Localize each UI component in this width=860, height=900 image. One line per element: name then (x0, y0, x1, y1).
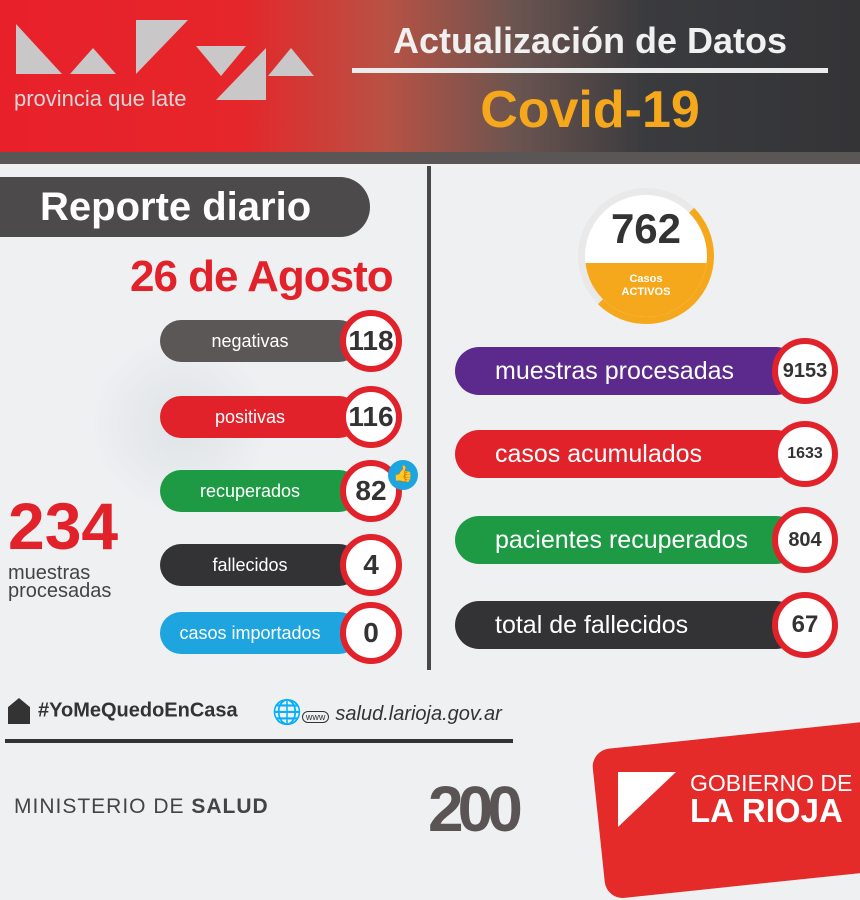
website-link[interactable]: salud.larioja.gov.ar (335, 703, 502, 725)
muestras-label: muestras procesadas (8, 562, 112, 602)
www-label: www (301, 711, 330, 723)
pill-casos-acumulados: casos acumulados (455, 430, 800, 478)
hashtag: #YoMeQuedoEnCasa (38, 699, 238, 722)
value-muestras-procesadas: 9153 (772, 338, 838, 404)
gobierno-line1: GOBIERNO DE (690, 770, 853, 796)
pill-casos-importados: casos importados (160, 612, 360, 654)
hashtag-row: #YoMeQuedoEnCasa (8, 698, 238, 724)
report-title: Reporte diario (0, 177, 370, 237)
activos-label-box: Casos ACTIVOS (585, 263, 707, 317)
bicentenario-logo: 200 (428, 773, 523, 845)
activos-label1: Casos (629, 273, 663, 285)
page-title: Actualización de Datos (392, 20, 788, 61)
report-date: 26 de Agosto (130, 252, 394, 301)
logo-subtitle: provincia que late (14, 86, 187, 111)
pill-positivas: positivas (160, 396, 360, 438)
website-row: 🌐 www salud.larioja.gov.ar (272, 698, 502, 727)
header-banner: provincia que late Actualización de Dato… (0, 0, 860, 152)
house-icon (8, 698, 30, 724)
title-divider (352, 68, 828, 73)
muestras-value: 234 (8, 489, 119, 563)
footer-divider (5, 739, 513, 743)
pill-muestras-procesadas: muestras procesadas (455, 347, 800, 395)
ministerio-bold: SALUD (191, 795, 269, 818)
value-casos-acumulados: 1633 (772, 421, 838, 487)
pill-negativas: negativas (160, 320, 360, 362)
value-casos-importados: 0 (340, 602, 402, 664)
pill-fallecidos: fallecidos (160, 544, 360, 586)
column-divider (427, 166, 431, 670)
activos-label2: ACTIVOS (621, 286, 671, 298)
pill-total-fallecidos: total de fallecidos (455, 601, 800, 649)
casos-activos-badge: 762 Casos ACTIVOS (578, 188, 714, 324)
gobierno-logo-icon (618, 772, 676, 827)
value-fallecidos: 4 (340, 534, 402, 596)
value-negativas: 118 (340, 310, 402, 372)
ministerio-label: MINISTERIO DE SALUD (14, 795, 269, 819)
value-total-fallecidos: 67 (772, 592, 838, 658)
gobierno-line2: LA RIOJA (690, 792, 843, 829)
thumbs-up-icon: 👍 (388, 460, 418, 490)
value-pacientes-recuperados: 804 (772, 507, 838, 573)
header-strip (0, 152, 860, 164)
page-subtitle: Covid-19 (480, 81, 700, 139)
value-positivas: 116 (340, 386, 402, 448)
ministerio-pre: MINISTERIO DE (14, 795, 192, 818)
pill-recuperados: recuperados (160, 470, 360, 512)
pill-pacientes-recuperados: pacientes recuperados (455, 516, 800, 564)
globe-icon: 🌐 (272, 699, 302, 726)
activos-value: 762 (610, 205, 682, 252)
